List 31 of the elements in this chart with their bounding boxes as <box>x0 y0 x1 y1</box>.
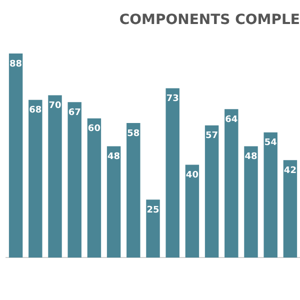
data-label: 25 <box>146 205 160 216</box>
bar <box>87 118 102 258</box>
data-label: 70 <box>48 101 62 112</box>
bar <box>204 125 219 258</box>
data-label: 48 <box>108 152 120 162</box>
bar <box>126 123 140 258</box>
data-label: 58 <box>127 128 140 139</box>
bar <box>244 146 258 258</box>
bar <box>224 109 238 258</box>
bar <box>283 160 298 258</box>
bar <box>8 53 23 258</box>
data-label: 40 <box>186 170 198 181</box>
bar <box>146 200 160 258</box>
bar <box>28 100 42 258</box>
data-label: 57 <box>206 131 218 142</box>
data-label: 54 <box>264 138 277 148</box>
data-label: 73 <box>166 94 179 104</box>
bar <box>106 146 121 258</box>
data-label: 88 <box>10 59 22 70</box>
data-label: 67 <box>68 108 81 118</box>
data-label: 48 <box>244 152 258 162</box>
chart-title: COMPONENTS COMPLE <box>119 12 300 28</box>
data-label: 68 <box>29 106 42 116</box>
data-label: 64 <box>225 114 238 125</box>
bar <box>166 88 180 258</box>
bar <box>185 164 200 258</box>
bar <box>264 132 278 258</box>
bar <box>48 95 62 258</box>
bar <box>68 102 82 258</box>
data-label: 42 <box>284 166 296 176</box>
data-label: 60 <box>88 124 100 134</box>
